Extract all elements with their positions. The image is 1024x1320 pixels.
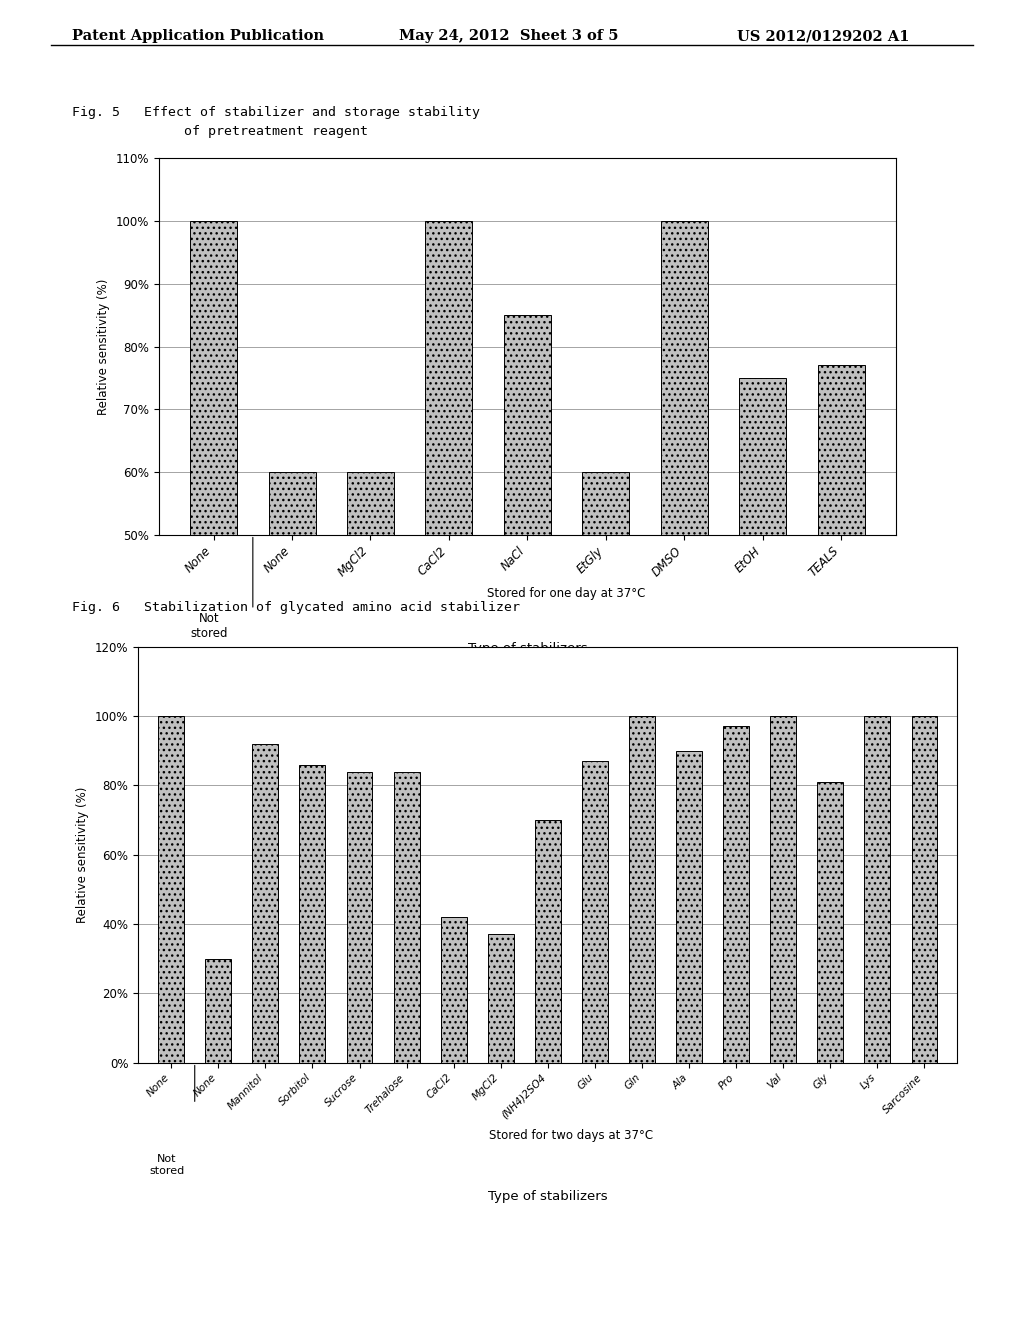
Bar	[582, 762, 608, 1063]
Y-axis label: Relative sensitivity (%): Relative sensitivity (%)	[77, 787, 89, 923]
Bar	[440, 917, 467, 1063]
Bar	[535, 820, 561, 1063]
Bar	[268, 473, 315, 535]
Bar	[206, 958, 231, 1063]
Bar	[252, 743, 279, 1063]
Bar	[393, 771, 420, 1063]
Text: of pretreatment reagent: of pretreatment reagent	[72, 125, 368, 139]
Bar	[487, 935, 514, 1063]
X-axis label: Type of stabilizers: Type of stabilizers	[488, 1189, 607, 1203]
Bar	[583, 473, 630, 535]
Text: Fig. 5   Effect of stabilizer and storage stability: Fig. 5 Effect of stabilizer and storage …	[72, 106, 479, 119]
Text: May 24, 2012  Sheet 3 of 5: May 24, 2012 Sheet 3 of 5	[399, 29, 618, 44]
Bar	[190, 222, 238, 535]
Bar	[864, 715, 890, 1063]
Y-axis label: Relative sensitivity (%): Relative sensitivity (%)	[97, 279, 110, 414]
Bar	[629, 715, 655, 1063]
Bar	[425, 222, 472, 535]
Text: Not
stored: Not stored	[190, 612, 228, 640]
Text: Fig. 6   Stabilization of glycated amino acid stabilizer: Fig. 6 Stabilization of glycated amino a…	[72, 601, 520, 614]
Bar	[911, 715, 937, 1063]
Bar	[347, 473, 394, 535]
Bar	[660, 222, 708, 535]
Bar	[723, 726, 750, 1063]
Text: US 2012/0129202 A1: US 2012/0129202 A1	[737, 29, 909, 44]
Text: Not
stored: Not stored	[150, 1154, 184, 1176]
Text: Stored for one day at 37°C: Stored for one day at 37°C	[487, 587, 646, 601]
Text: Patent Application Publication: Patent Application Publication	[72, 29, 324, 44]
X-axis label: Type of stabilizers: Type of stabilizers	[468, 642, 587, 655]
Bar	[739, 378, 786, 535]
Bar	[346, 771, 373, 1063]
Bar	[676, 751, 702, 1063]
Bar	[817, 781, 844, 1063]
Bar	[770, 715, 797, 1063]
Bar	[817, 366, 864, 535]
Text: Stored for two days at 37°C: Stored for two days at 37°C	[489, 1130, 653, 1142]
Bar	[504, 315, 551, 535]
Bar	[159, 715, 184, 1063]
Bar	[299, 764, 326, 1063]
